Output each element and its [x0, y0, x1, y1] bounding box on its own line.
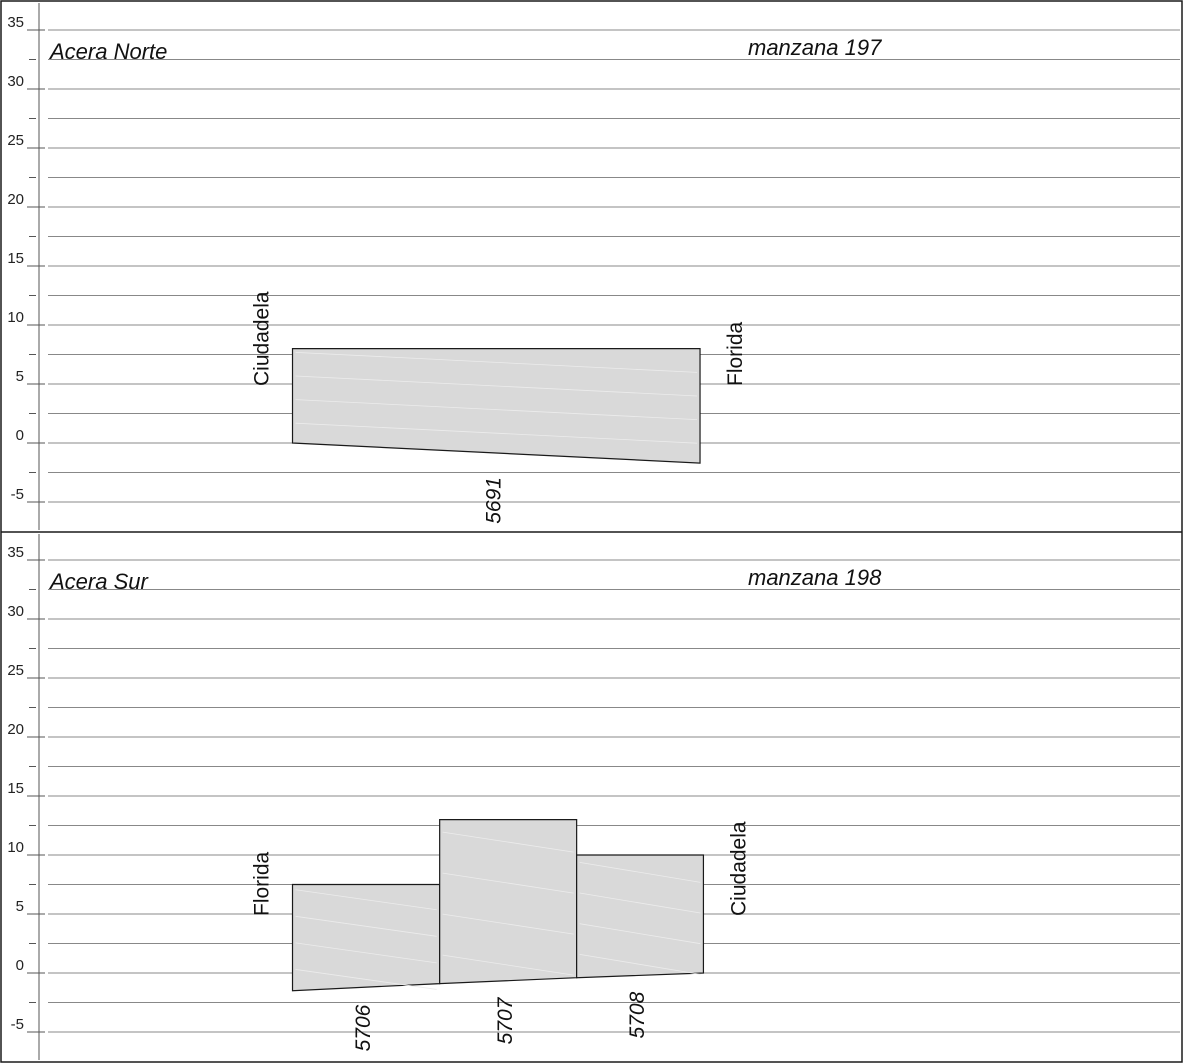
y-tick-label: -5: [11, 1016, 24, 1033]
lot-hatch: [295, 399, 698, 420]
lot-hatch: [295, 375, 698, 397]
lot-shape: [576, 854, 705, 979]
y-tick-label: 0: [16, 957, 24, 974]
block-label: manzana 198: [748, 565, 882, 590]
y-tick-label: 35: [7, 14, 24, 31]
y-tick-label: 25: [7, 662, 24, 679]
lot-number-label: 5708: [626, 991, 649, 1038]
y-tick-label: 15: [7, 250, 24, 267]
y-tick-label: 10: [7, 839, 24, 856]
lot-5707: 5707: [439, 818, 578, 1044]
lot-number-label: 5691: [482, 477, 505, 524]
lot-hatch: [295, 422, 698, 444]
lot-hatch: [295, 352, 698, 373]
lot-shape: [439, 818, 578, 985]
y-tick-label: 30: [7, 603, 24, 620]
left-street-label: Florida: [251, 851, 274, 916]
y-tick-label: 30: [7, 73, 24, 90]
lot-hatch: [579, 861, 701, 883]
lot-hatch: [442, 954, 574, 976]
lot-shape: [291, 883, 441, 992]
lot-hatch: [579, 892, 701, 914]
lot-hatch: [442, 913, 574, 935]
lot-hatch: [442, 872, 574, 894]
lot-5691: 5691: [291, 348, 701, 524]
y-tick-label: 10: [7, 309, 24, 326]
lot-hatch: [295, 969, 437, 990]
lot-5708: 5708: [576, 854, 705, 1038]
panel-acera-sur: 35 30 25 20 15 10 5 0 -5 Acera Sur manzana 198 5706…: [7, 534, 1180, 1060]
side-label: Acera Sur: [48, 569, 149, 594]
lot-number-label: 5707: [494, 996, 517, 1044]
lot-hatch: [579, 953, 701, 975]
block-label: manzana 197: [748, 35, 882, 60]
left-street-label: Ciudadela: [251, 291, 274, 386]
panel-acera-norte: 35 30 25 20 15 10 5 0 -5 Acera Norte manzana 197 56…: [7, 3, 1180, 530]
right-street-label: Florida: [724, 321, 747, 386]
right-street-label: Ciudadela: [727, 821, 750, 916]
side-label: Acera Norte: [48, 39, 167, 64]
lot-5706: 5706: [291, 883, 441, 1051]
lot-hatch: [442, 831, 574, 853]
y-tick-label: 15: [7, 780, 24, 797]
lot-hatch: [579, 923, 701, 945]
y-tick-label: 25: [7, 132, 24, 149]
y-tick-label: 0: [16, 427, 24, 444]
y-tick-label: -5: [11, 486, 24, 503]
y-tick-label: 35: [7, 544, 24, 561]
y-tick-label: 5: [16, 898, 24, 915]
lot-hatch: [295, 942, 437, 964]
y-tick-label: 5: [16, 368, 24, 385]
lot-hatch: [295, 915, 437, 937]
lot-number-label: 5706: [352, 1004, 375, 1051]
y-tick-label: 20: [7, 191, 24, 208]
lot-shape: [291, 348, 701, 464]
y-tick-label: 20: [7, 721, 24, 738]
lot-hatch: [295, 889, 437, 911]
